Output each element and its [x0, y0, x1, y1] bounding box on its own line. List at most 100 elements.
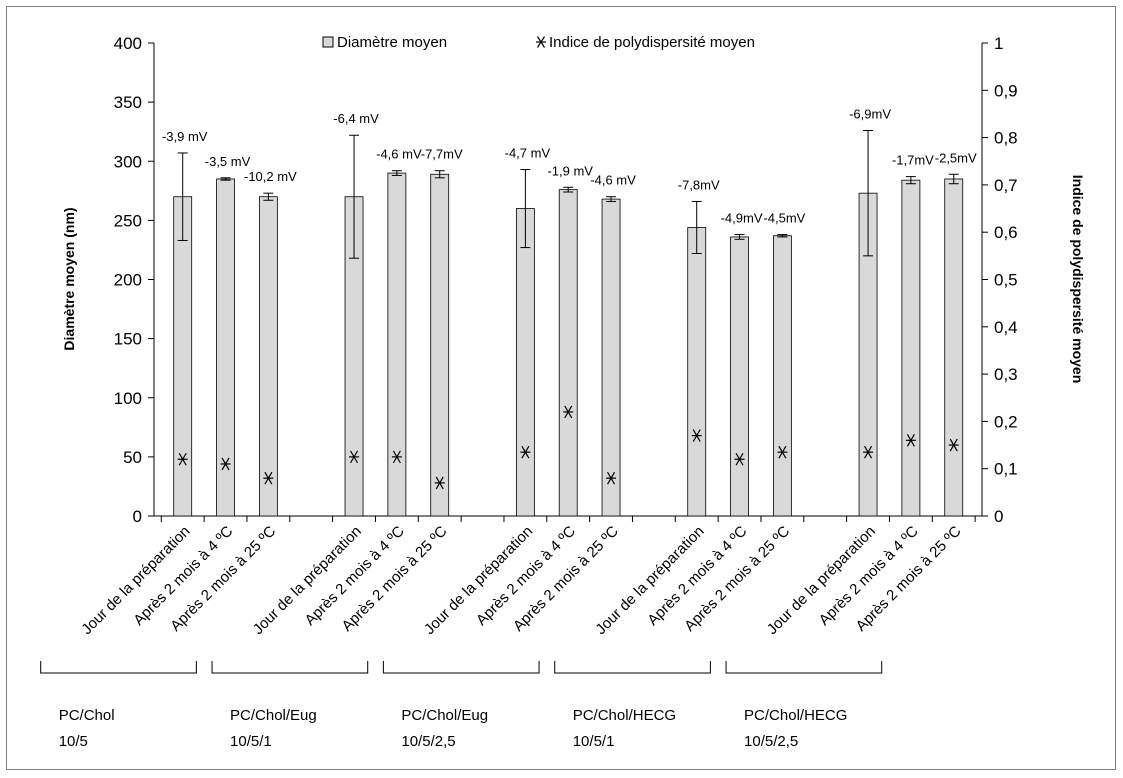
- pdi-marker: [606, 471, 617, 485]
- zeta-label: -10,2 mV: [244, 169, 297, 184]
- right-tick-label: 0,6: [994, 223, 1018, 242]
- diameter-bar: [772, 235, 792, 517]
- zeta-label: -3,5 mV: [205, 154, 251, 169]
- diameter-bar: [601, 198, 621, 517]
- diameter-bar: [430, 173, 450, 517]
- pdi-marker: [905, 434, 916, 447]
- left-tick-label: 50: [123, 448, 142, 467]
- zeta-label: -4,7 mV: [505, 146, 551, 161]
- diameter-bar: [387, 172, 407, 517]
- x-ticks: [160, 516, 976, 522]
- pdi-marker: [434, 476, 445, 490]
- left-tick-label: 150: [114, 330, 142, 349]
- group-label-line1: PC/Chol/Eug: [230, 707, 317, 724]
- diameter-bar: [558, 189, 578, 517]
- diameter-bar: [730, 236, 749, 517]
- pdi-marker-stroke: [778, 445, 787, 459]
- group-label-line2: 10/5/1: [573, 733, 615, 750]
- pdi-marker: [948, 438, 959, 452]
- zeta-label: -1,7mV: [892, 153, 934, 168]
- pdi-marker-stroke: [949, 438, 958, 452]
- pdi-marker: [391, 450, 402, 464]
- left-tick-label: 200: [114, 271, 142, 290]
- pdi-marker-stroke: [564, 405, 573, 419]
- right-tick-label: 0,1: [994, 460, 1018, 479]
- left-tick-label: 100: [114, 389, 142, 408]
- legend-marker-icon: [536, 36, 546, 48]
- pdi-marker: [563, 405, 574, 419]
- right-tick-label: 0,4: [994, 318, 1018, 337]
- diameter-bar: [173, 196, 193, 517]
- left-tick-label: 250: [114, 211, 142, 230]
- left-tick-label: 300: [114, 152, 142, 171]
- group-bracket: [382, 661, 540, 674]
- right-tick-label: 0,5: [994, 271, 1018, 290]
- zeta-label: -1,9 mV: [547, 163, 593, 178]
- right-tick-label: 0: [994, 507, 1003, 526]
- group-label-line2: 10/5: [59, 733, 88, 750]
- right-tick-label: 1: [994, 34, 1003, 53]
- pdi-marker-stroke: [350, 450, 359, 464]
- zeta-label: -6,9mV: [849, 107, 891, 122]
- group-label-line2: 10/5/2,5: [401, 733, 455, 750]
- pdi-marker-stroke: [864, 445, 873, 459]
- pdi-marker: [349, 450, 360, 464]
- right-tick-label: 0,7: [994, 176, 1018, 195]
- zeta-label: -4,6 mV: [376, 147, 422, 162]
- group-label-line1: PC/Chol/Eug: [401, 707, 488, 724]
- zeta-label: -3,9 mV: [162, 129, 208, 144]
- error-bars: [177, 130, 959, 259]
- pdi-marker: [177, 452, 188, 466]
- y2-axis-title: Indice de polydispersité moyen: [1070, 175, 1086, 384]
- right-tick-label: 0,2: [994, 412, 1018, 431]
- diameter-bar: [216, 178, 235, 517]
- legend-bar-label: Diamètre moyen: [337, 34, 447, 51]
- pdi-marker: [863, 445, 874, 459]
- zeta-label: -2,5mV: [935, 150, 977, 165]
- diameter-bar: [515, 208, 535, 517]
- legend-marker-label: Indice de polydispersité moyen: [549, 34, 755, 51]
- pdi-marker-stroke: [735, 452, 744, 466]
- zeta-label: -7,8mV: [678, 177, 720, 192]
- right-ticks: 0 0,1 0,2 0,3 0,4 0,5 0,6 0,7 0,8 0,9 1: [982, 34, 1018, 526]
- pdi-marker-stroke: [906, 434, 915, 447]
- pdi-marker: [520, 445, 531, 459]
- pdi-marker-stroke: [692, 429, 701, 442]
- diameter-bar: [944, 178, 964, 517]
- diameter-bar: [687, 227, 707, 517]
- zeta-label: -4,9mV: [721, 211, 763, 226]
- pdi-marker-stroke: [392, 450, 401, 464]
- zeta-label: -6,4 mV: [333, 111, 379, 126]
- group-bracket: [40, 661, 197, 674]
- pdi-marker: [734, 452, 745, 466]
- pdi-marker-stroke: [221, 457, 230, 471]
- pdi-marker: [263, 471, 274, 485]
- pdi-marker: [220, 457, 231, 471]
- legend: Diamètre moyen Indice de polydispersité …: [322, 34, 755, 51]
- pdi-marker: [777, 445, 788, 459]
- pdi-marker: [691, 429, 702, 442]
- group-labels: PC/Chol 10/5 PC/Chol/Eug 10/5/1 PC/Chol/Eug 1…: [40, 661, 883, 750]
- zeta-label: -4,6 mV: [590, 173, 636, 188]
- left-tick-label: 400: [114, 34, 142, 53]
- group-label-line2: 10/5/2,5: [744, 733, 798, 750]
- pdi-marker-stroke: [607, 471, 616, 485]
- pdi-markers: [177, 405, 959, 490]
- pdi-marker-stroke: [435, 476, 444, 490]
- diameter-bar: [258, 196, 278, 517]
- group-bracket: [211, 661, 369, 674]
- right-tick-label: 0,9: [994, 81, 1018, 100]
- y-axis-title: Diamètre moyen (nm): [61, 207, 77, 350]
- left-ticks: 0 50 100 150 200 250 300 350 400: [114, 34, 154, 526]
- group-label-line1: PC/Chol: [59, 707, 115, 724]
- zeta-labels: -3,9 mV-3,5 mV-10,2 mV-6,4 mV-4,6 mV -7,7…: [162, 107, 977, 226]
- diameter-bar: [901, 179, 921, 517]
- group-bracket: [554, 661, 711, 674]
- zeta-label: -4,5mV: [763, 211, 805, 226]
- group-label-line2: 10/5/1: [230, 733, 272, 750]
- legend-bar-swatch: [322, 36, 334, 48]
- group-label-line1: PC/Chol/HECG: [573, 707, 676, 724]
- zeta-label: -7,7mV: [421, 147, 463, 162]
